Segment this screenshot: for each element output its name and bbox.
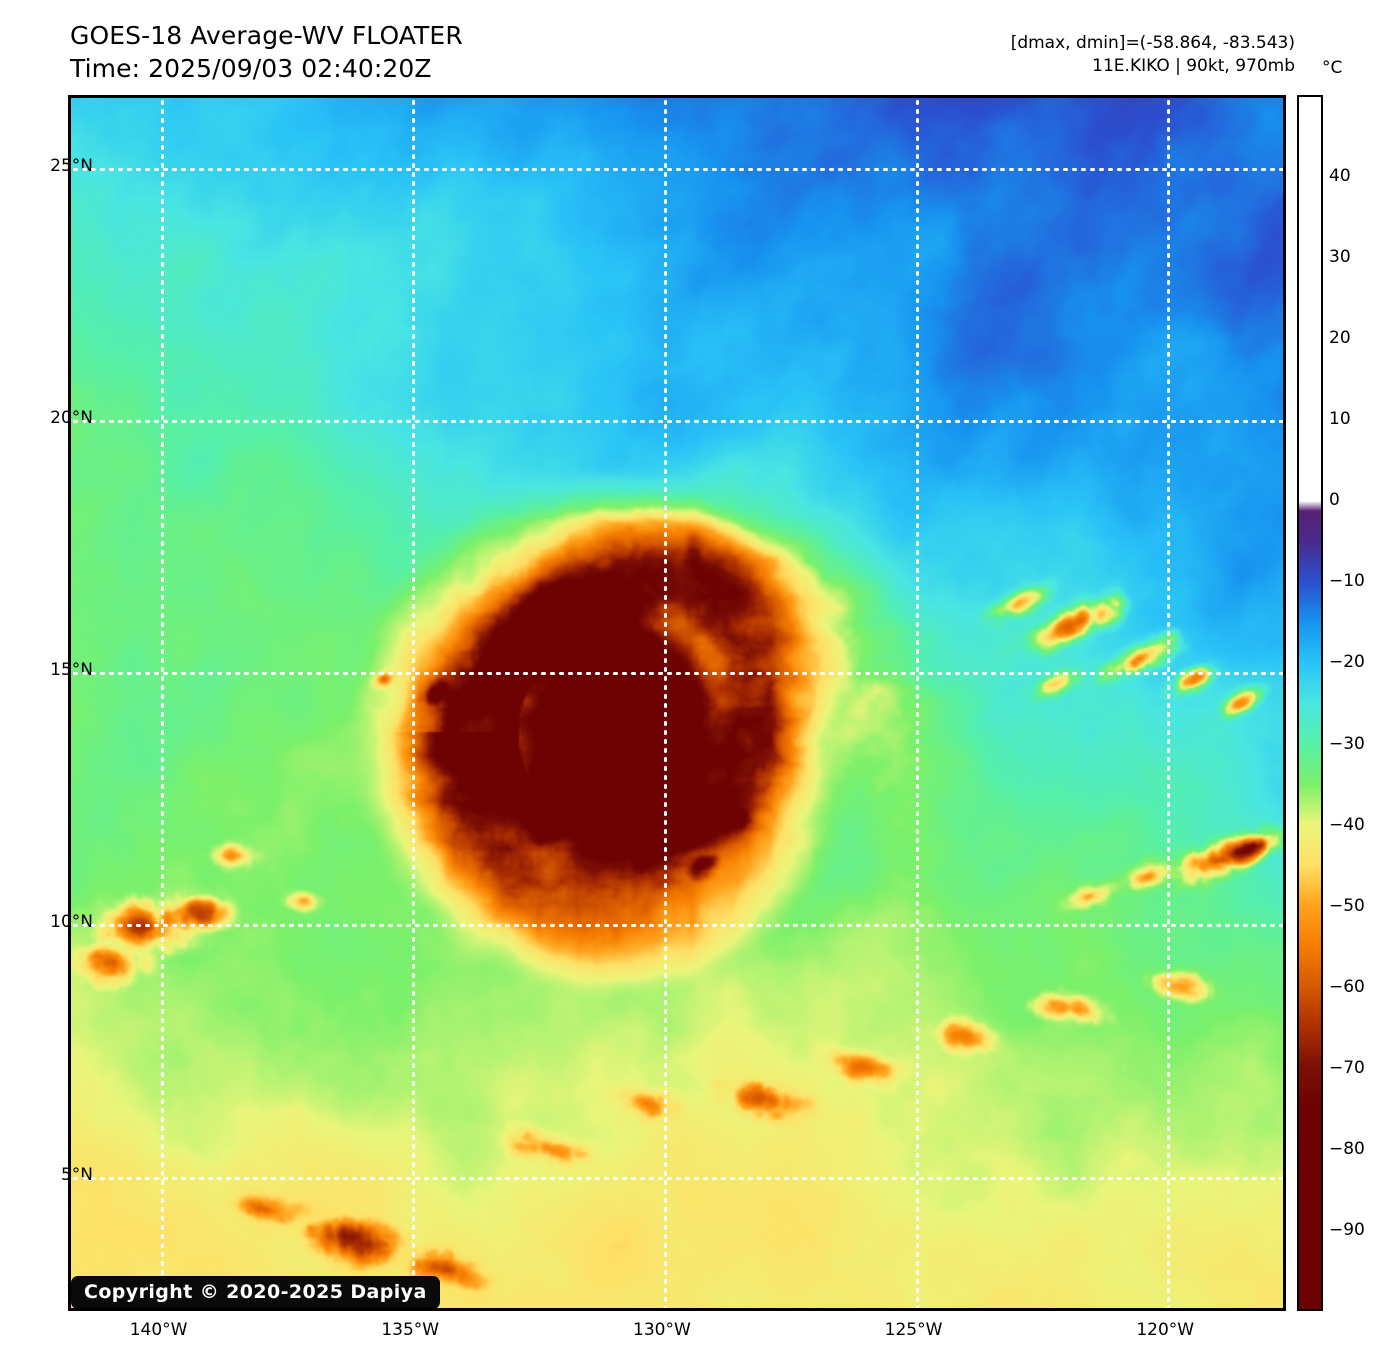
- colorbar-tick--30: −30: [1329, 733, 1365, 754]
- colorbar-tick-0: 0: [1329, 490, 1340, 511]
- lon-tick-120: 120°W: [1136, 1320, 1195, 1340]
- title-block: GOES-18 Average-WV FLOATER Time: 2025/09…: [70, 20, 463, 85]
- metadata-block: [dmax, dmin]=(-58.864, -83.543) 11E.KIKO…: [1011, 32, 1295, 78]
- colorbar-tick--20: −20: [1329, 652, 1365, 673]
- lat-tick-10: 10°N: [50, 912, 93, 933]
- copyright-badge: Copyright © 2020-2025 Dapiya: [71, 1276, 440, 1308]
- colorbar-gradient: [1299, 97, 1321, 1309]
- lat-tick-15: 15°N: [50, 660, 93, 681]
- lon-tick-125: 125°W: [884, 1320, 943, 1340]
- lon-tick-135: 135°W: [381, 1320, 440, 1340]
- colorbar-tick--10: −10: [1329, 571, 1365, 592]
- colorbar-tick--90: −90: [1329, 1219, 1365, 1240]
- colorbar-tick--50: −50: [1329, 895, 1365, 916]
- page-title: GOES-18 Average-WV FLOATER: [70, 21, 463, 50]
- satellite-image-plot[interactable]: Copyright © 2020-2025 Dapiya: [68, 95, 1286, 1311]
- colorbar[interactable]: [1297, 95, 1323, 1311]
- colorbar-tick--60: −60: [1329, 976, 1365, 997]
- lon-tick-130: 130°W: [633, 1320, 691, 1340]
- colorbar-tick--80: −80: [1329, 1138, 1365, 1159]
- satellite-imagery-canvas: [71, 98, 1283, 1308]
- colorbar-tick-30: 30: [1329, 247, 1351, 268]
- timestamp-label: Time: 2025/09/03 02:40:20Z: [70, 53, 432, 83]
- lat-tick-25: 25°N: [50, 155, 93, 176]
- lat-tick-5: 5°N: [60, 1164, 93, 1185]
- colorbar-tick-20: 20: [1329, 328, 1351, 349]
- colorbar-tick-40: 40: [1329, 166, 1351, 187]
- colorbar-tick--40: −40: [1329, 814, 1365, 835]
- colorbar-tick-10: 10: [1329, 409, 1351, 430]
- lon-tick-140: 140°W: [129, 1320, 188, 1340]
- lat-tick-20: 20°N: [50, 407, 93, 428]
- storm-info-label: 11E.KIKO | 90kt, 970mb: [1092, 55, 1295, 76]
- colorbar-unit-label: °C: [1322, 58, 1343, 78]
- colorbar-tick--70: −70: [1329, 1057, 1365, 1078]
- colorbar-track: [1297, 95, 1323, 1311]
- data-minmax-label: [dmax, dmin]=(-58.864, -83.543): [1010, 33, 1295, 53]
